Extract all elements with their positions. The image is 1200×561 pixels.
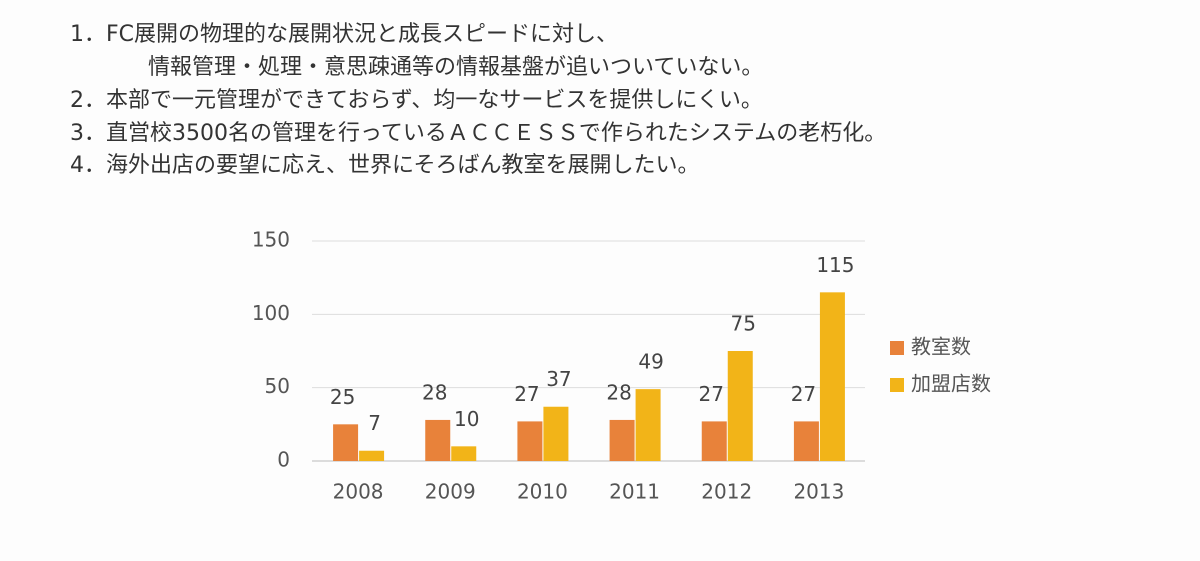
data-label: 27 — [699, 382, 724, 406]
text-line: 1．FC展開の物理的な展開状況と成長スピードに対し、 — [70, 22, 618, 47]
bar — [517, 421, 543, 461]
data-label: 10 — [454, 407, 479, 431]
text-line: 4．海外出店の要望に応え、世界にそろばん教室を展開したい。 — [70, 153, 700, 178]
bar — [359, 450, 385, 461]
legend-label: 教室数 — [911, 335, 971, 359]
x-tick-label: 2012 — [701, 480, 752, 504]
y-tick-label: 0 — [277, 448, 290, 472]
bar — [701, 421, 727, 461]
y-tick-label: 50 — [265, 374, 290, 398]
data-label: 27 — [514, 382, 539, 406]
bar — [543, 406, 569, 461]
bar — [727, 351, 753, 461]
data-label: 7 — [368, 411, 381, 435]
data-label: 25 — [330, 385, 355, 409]
text-line: 2．本部で一元管理ができておらず、均一なサービスを提供しにくい。 — [70, 88, 763, 113]
y-tick-label: 150 — [252, 228, 290, 252]
data-label: 28 — [422, 380, 447, 404]
bar — [451, 446, 477, 461]
bar — [609, 419, 635, 461]
text-line: 情報管理・処理・意思疎通等の情報基盤が追いついていない。 — [148, 55, 763, 80]
x-tick-label: 2011 — [609, 480, 660, 504]
legend-swatch — [890, 341, 904, 355]
bar — [425, 419, 451, 461]
bar — [635, 389, 661, 461]
data-label: 49 — [638, 350, 663, 374]
bar — [819, 292, 845, 461]
data-label: 115 — [816, 253, 854, 277]
data-label: 27 — [791, 382, 816, 406]
x-tick-label: 2008 — [333, 480, 384, 504]
bar — [333, 424, 359, 461]
data-label: 75 — [731, 312, 756, 336]
x-tick-label: 2009 — [425, 480, 476, 504]
x-tick-label: 2010 — [517, 480, 568, 504]
y-tick-label: 100 — [252, 301, 290, 325]
x-tick-label: 2013 — [793, 480, 844, 504]
text-line: 3．直営校3500名の管理を行っているＡＣＣＥＳＳで作られたシステムの老朽化。 — [70, 121, 886, 146]
bar — [793, 421, 819, 461]
legend-label: 加盟店数 — [911, 372, 991, 396]
data-label: 28 — [606, 380, 631, 404]
legend-swatch — [890, 378, 904, 392]
data-label: 37 — [546, 367, 571, 391]
